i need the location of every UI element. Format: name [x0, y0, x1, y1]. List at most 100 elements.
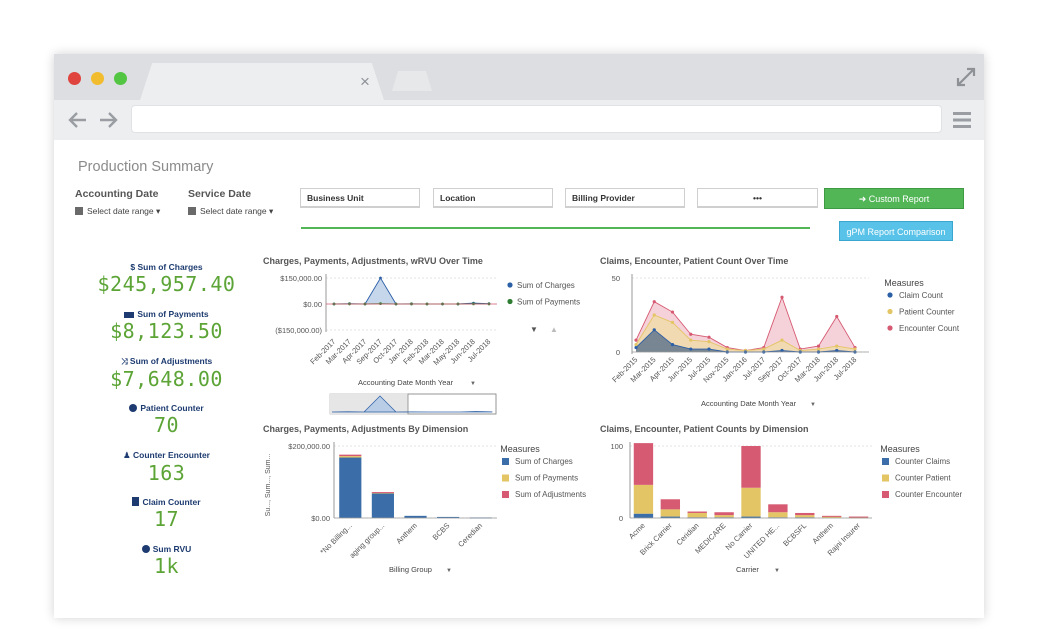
caret-down-icon: ▼	[774, 568, 780, 574]
forward-arrow-icon[interactable]	[97, 109, 119, 131]
legend-swatch	[887, 292, 892, 297]
data-point	[689, 339, 692, 342]
caret-down-icon: ▼	[470, 381, 476, 387]
legend-entry[interactable]: Encounter Count	[899, 324, 960, 333]
scroll-up-icon[interactable]: ▲	[550, 325, 558, 334]
y-tick-label: ($150,000.00)	[275, 326, 322, 335]
bar-segment	[339, 458, 361, 518]
data-point	[634, 346, 637, 349]
charts-canvas: $150,000.00$0.00($150,000.00)Feb-2017Mar…	[54, 140, 984, 618]
x-tick-label: BCBS	[431, 521, 452, 542]
legend-entry[interactable]: Counter Claims	[895, 457, 950, 466]
close-window-dot[interactable]	[68, 72, 81, 85]
y-axis-title: Su..., Sum..., Sum...	[265, 454, 272, 517]
bar-segment	[849, 517, 868, 518]
data-point	[835, 315, 838, 318]
series-area	[334, 278, 489, 304]
legend-title: Measures	[880, 444, 920, 454]
bar-segment	[795, 513, 814, 515]
bar-segment	[634, 514, 653, 518]
x-axis-title[interactable]: Carrier	[736, 565, 759, 574]
caret-down-icon: ▼	[810, 402, 816, 408]
bar-segment	[372, 492, 394, 493]
legend-swatch	[502, 475, 509, 482]
x-tick-label: Ceredian	[456, 521, 484, 549]
legend-entry[interactable]: Sum of Adjustments	[515, 490, 586, 499]
data-point	[835, 344, 838, 347]
bar-segment	[768, 512, 787, 517]
data-point	[653, 300, 656, 303]
caret-down-icon: ▼	[446, 568, 452, 574]
y-tick-label: $150,000.00	[280, 274, 322, 283]
legend-entry[interactable]: Patient Counter	[899, 308, 955, 317]
y-tick-label: 0	[619, 514, 623, 523]
data-point	[379, 277, 382, 280]
tab-close-icon[interactable]: ×	[360, 73, 370, 90]
bar-segment	[741, 488, 760, 517]
data-point	[780, 296, 783, 299]
tab-bar: ×	[54, 54, 984, 100]
minimize-window-dot[interactable]	[91, 72, 104, 85]
data-point	[780, 339, 783, 342]
bar-segment	[714, 515, 733, 517]
legend-title: Measures	[500, 444, 540, 454]
dashboard-content: Production Summary Accounting Date Selec…	[54, 140, 984, 618]
hamburger-menu-icon[interactable]	[952, 110, 972, 130]
data-point	[689, 347, 692, 350]
data-point	[671, 321, 674, 324]
bar-segment	[339, 455, 361, 456]
x-axis-title[interactable]: Billing Group	[389, 565, 432, 574]
legend-entry[interactable]: Claim Count	[899, 291, 944, 300]
scroll-down-icon[interactable]: ▼	[530, 325, 538, 334]
x-tick-label: *No Billing...	[318, 521, 353, 556]
back-arrow-icon[interactable]	[67, 109, 89, 131]
legend-entry[interactable]: Sum of Charges	[517, 281, 575, 290]
legend-swatch	[507, 282, 512, 287]
data-point	[853, 347, 856, 350]
data-point	[634, 343, 637, 346]
legend-entry[interactable]: Counter Patient	[895, 474, 951, 483]
data-point	[707, 340, 710, 343]
legend-entry[interactable]: Counter Encounter	[895, 490, 962, 499]
address-bar[interactable]	[131, 105, 942, 133]
data-point	[707, 347, 710, 350]
x-axis-title[interactable]: Accounting Date Month Year	[701, 399, 797, 408]
legend-swatch	[502, 458, 509, 465]
bar-segment	[688, 513, 707, 517]
legend-swatch	[502, 491, 509, 498]
bar-segment	[634, 443, 653, 485]
bar-segment	[339, 456, 361, 457]
bar-segment	[634, 485, 653, 514]
data-point	[817, 347, 820, 350]
legend-entry[interactable]: Sum of Charges	[515, 457, 573, 466]
data-point	[707, 336, 710, 339]
active-tab[interactable]	[140, 63, 384, 100]
x-tick-label: Acme	[627, 521, 647, 541]
legend-entry[interactable]: Sum of Payments	[515, 474, 578, 483]
fullscreen-icon[interactable]	[954, 65, 978, 89]
data-point	[817, 344, 820, 347]
new-tab[interactable]	[392, 71, 432, 91]
x-axis-title[interactable]: Accounting Date Month Year	[358, 378, 454, 387]
legend-swatch	[882, 458, 889, 465]
bar-segment	[768, 504, 787, 512]
bar-segment	[795, 515, 814, 517]
legend-swatch	[882, 491, 889, 498]
data-point	[653, 313, 656, 316]
legend-swatch	[887, 325, 892, 330]
data-point	[634, 339, 637, 342]
legend-title: Measures	[884, 278, 924, 288]
maximize-window-dot[interactable]	[114, 72, 127, 85]
x-tick-label: Ceridian	[675, 521, 701, 547]
legend-entry[interactable]: Sum of Payments	[517, 298, 580, 307]
data-point	[726, 347, 729, 350]
data-point	[762, 347, 765, 350]
y-tick-label: $0.00	[311, 514, 330, 523]
y-tick-label: 0	[616, 348, 620, 357]
browser-toolbar	[54, 100, 984, 140]
bar-segment	[741, 446, 760, 488]
y-tick-label: $0.00	[303, 300, 322, 309]
y-tick-label: 100	[610, 442, 623, 451]
x-tick-label: Anthem	[394, 521, 419, 546]
legend-swatch	[887, 309, 892, 314]
